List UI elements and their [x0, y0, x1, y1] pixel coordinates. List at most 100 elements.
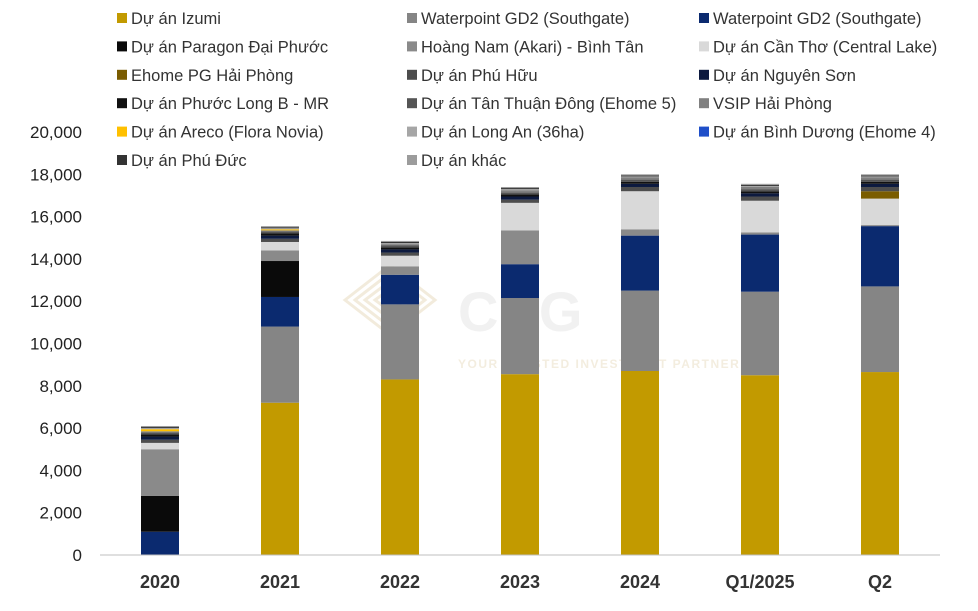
bar-segment [141, 428, 179, 430]
bar-stack-Q2 [861, 174, 899, 555]
bar-segment [141, 431, 179, 433]
bar-segment [381, 240, 419, 242]
legend-swatch [699, 13, 709, 23]
bar-segment [501, 188, 539, 190]
bar-segment [141, 425, 179, 428]
bar-segment [501, 230, 539, 265]
y-tick-label: 0 [73, 546, 82, 565]
x-tick-label: Q1/2025 [725, 572, 794, 592]
x-tick-label: Q2 [868, 572, 892, 592]
bar-segment [141, 531, 179, 555]
bar-segment [381, 379, 419, 555]
bar-segment [501, 298, 539, 375]
legend-label: Dự án Phước Long B - MR [131, 95, 329, 113]
bar-segment [261, 235, 299, 239]
bar-segment [501, 194, 539, 197]
bar-segment [261, 231, 299, 234]
legend-swatch [699, 69, 709, 80]
bar-segment [381, 249, 419, 253]
legend-label: Dự án Izumi [131, 10, 221, 28]
bar-segment [861, 198, 899, 226]
bar-segment [861, 372, 899, 555]
y-tick-label: 12,000 [30, 292, 82, 311]
bar-segment [741, 189, 779, 192]
legend-item: Dự án Tân Thuận Đông (Ehome 5) [407, 95, 676, 113]
bar-stack-2021 [261, 226, 299, 555]
bar-segment [621, 176, 659, 178]
bar-segment [741, 200, 779, 233]
bar-segment [861, 191, 899, 199]
bar-segment [741, 196, 779, 201]
legend-label: Ehome PG Hải Phòng [131, 67, 293, 85]
legend-item: VSIP Hải Phòng [699, 95, 832, 113]
bar-segment [501, 196, 539, 200]
bar-segment [141, 434, 179, 437]
bar-segment [741, 186, 779, 190]
bar-segment [141, 442, 179, 450]
bar-segment [861, 177, 899, 180]
bar-segment [741, 193, 779, 197]
bar-segment [621, 290, 659, 371]
watermark-tagline: YOUR TRUSTED INVESTMENT PARTNER [458, 357, 740, 371]
bar-segment [261, 238, 299, 242]
bar-segment [141, 432, 179, 435]
legend-label: Dự án Cần Thơ (Central Lake) [713, 38, 937, 56]
x-tick-label: 2021 [260, 572, 300, 592]
bar-segment [381, 247, 419, 250]
bar-segment [861, 186, 899, 192]
legend-label: Dự án khác [421, 152, 506, 170]
bar-segment [141, 429, 179, 432]
bar-segment [261, 233, 299, 236]
y-tick-label: 18,000 [30, 165, 82, 184]
legend-swatch [699, 126, 709, 137]
bars [141, 174, 899, 555]
legend-item: Dự án Phú Đức [117, 152, 247, 170]
legend-item: Dự án Phú Hữu [407, 67, 538, 85]
legend-item: Ehome PG Hải Phòng [117, 67, 293, 85]
bar-segment [501, 202, 539, 231]
x-tick-label: 2020 [140, 572, 180, 592]
bar-segment [621, 229, 659, 236]
y-tick-label: 10,000 [30, 335, 82, 354]
bar-segment [861, 286, 899, 373]
legend-item: Waterpoint GD2 (Southgate) [699, 10, 922, 28]
bar-segment [141, 495, 179, 532]
y-tick-label: 16,000 [30, 208, 82, 227]
bar-segment [381, 245, 419, 248]
bar-segment [621, 181, 659, 184]
legend-label: Dự án Tân Thuận Đông (Ehome 5) [421, 95, 676, 113]
bar-segment [381, 244, 419, 246]
bar-segment [141, 439, 179, 443]
bar-segment [261, 241, 299, 251]
bar-segment [861, 181, 899, 184]
legend-label: Dự án Phú Đức [131, 152, 247, 170]
bar-stack-2024 [621, 174, 659, 555]
bar-segment [621, 235, 659, 291]
bar-stack-2020 [141, 425, 179, 555]
bar-segment [741, 191, 779, 194]
bar-segment [861, 226, 899, 287]
y-tick-label: 20,000 [30, 123, 82, 142]
bar-segment [141, 427, 179, 429]
bar-segment [621, 179, 659, 182]
y-tick-label: 6,000 [39, 419, 82, 438]
bar-segment [261, 250, 299, 262]
bar-segment [861, 225, 899, 227]
bar-segment [861, 176, 899, 178]
legend-swatch [407, 13, 417, 23]
bar-segment [741, 185, 779, 187]
bar-segment [501, 199, 539, 203]
legend-item: Dự án Bình Dương (Ehome 4) [699, 124, 936, 142]
bar-segment [741, 184, 779, 186]
bar-segment [501, 374, 539, 555]
bar-segment [381, 252, 419, 256]
legend-label: Dự án Nguyên Sơn [713, 67, 856, 85]
x-tick-label: 2024 [620, 572, 660, 592]
bar-segment [741, 375, 779, 555]
bar-segment [741, 183, 779, 185]
legend-label: Dự án Paragon Đại Phước [131, 38, 328, 56]
bar-stack-Q1/2025 [741, 183, 779, 555]
legend-label: Dự án Bình Dương (Ehome 4) [713, 124, 936, 142]
bar-segment [381, 266, 419, 275]
y-tick-label: 8,000 [39, 377, 82, 396]
